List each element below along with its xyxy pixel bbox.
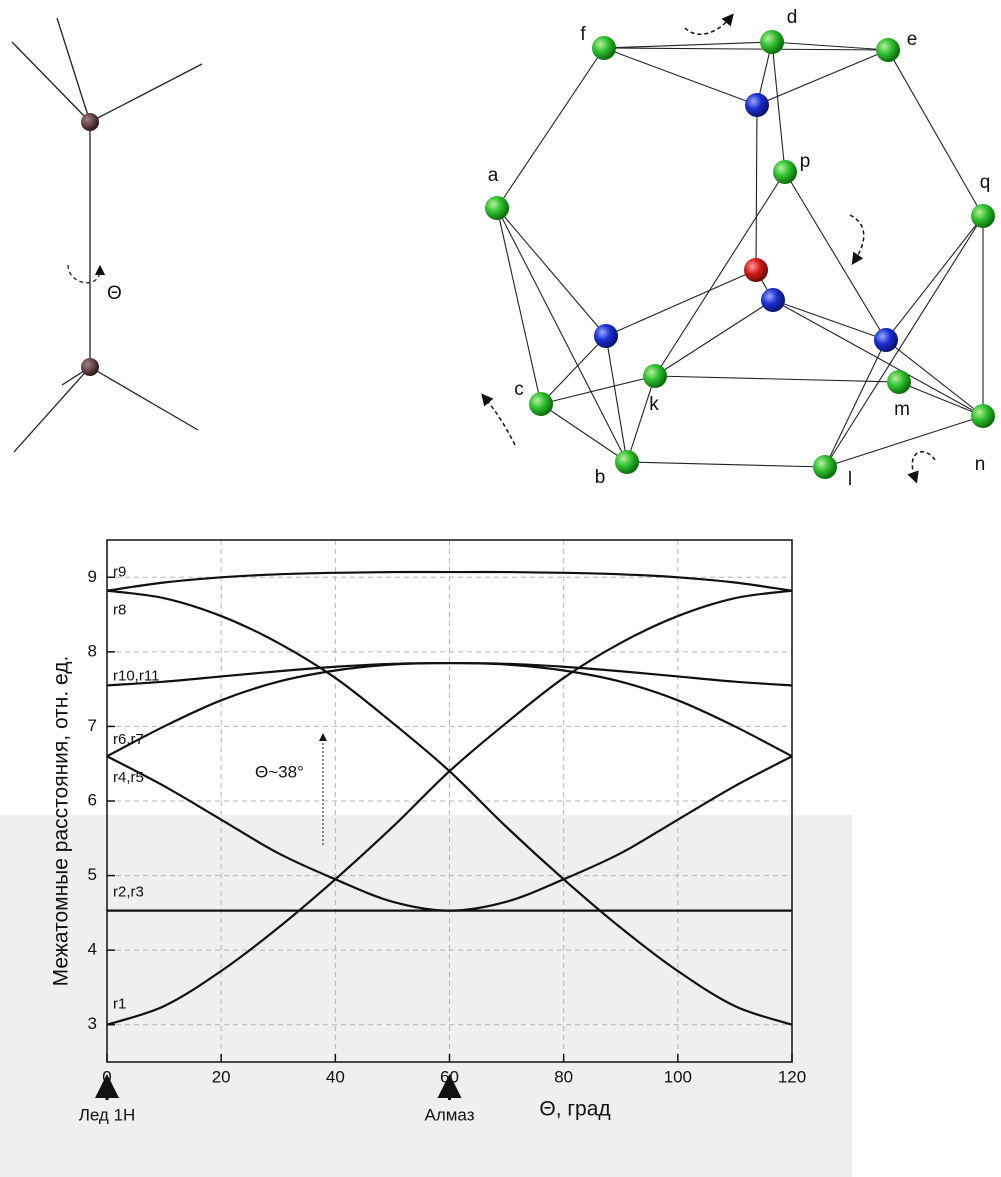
series-label: r8 — [113, 602, 126, 619]
atom-label: b — [595, 467, 606, 488]
bond — [899, 382, 983, 416]
rotation-arrow — [685, 18, 730, 34]
bond — [541, 404, 627, 462]
x-axis-title: Θ, град — [539, 1098, 610, 1121]
y-tick-label: 4 — [88, 940, 97, 959]
bond — [497, 48, 604, 208]
bond — [604, 42, 772, 48]
bond — [497, 208, 606, 336]
series-label: r1 — [113, 996, 126, 1013]
series-label: r10,r11 — [113, 667, 159, 684]
atom — [813, 455, 837, 479]
atom — [971, 204, 995, 228]
bond — [627, 376, 655, 462]
annotation: Θ~38° — [255, 762, 304, 781]
atom-label: l — [848, 469, 852, 490]
series-label: r4,r5 — [113, 769, 144, 786]
bond — [756, 105, 757, 270]
bond — [627, 462, 825, 467]
rotation-arrow — [485, 398, 515, 445]
bond — [606, 270, 756, 336]
bond — [604, 48, 888, 50]
atom — [643, 364, 667, 388]
atom — [761, 288, 785, 312]
bond — [888, 50, 983, 216]
series-label: r2,r3 — [113, 884, 144, 901]
atom — [594, 324, 618, 348]
marker-label: Лед 1H — [79, 1105, 136, 1124]
atom — [971, 404, 995, 428]
atom-label: q — [980, 172, 991, 193]
y-tick-label: 8 — [88, 641, 97, 660]
atom-label: k — [649, 394, 659, 415]
atom-label: p — [800, 151, 811, 172]
atom — [745, 93, 769, 117]
y-tick-label: 3 — [88, 1014, 97, 1033]
atom-label: n — [975, 454, 986, 475]
bond — [541, 376, 655, 404]
rotation-arrow — [850, 215, 864, 260]
atom — [592, 36, 616, 60]
atom-label: d — [787, 7, 798, 28]
atom — [744, 258, 768, 282]
x-tick-label: 100 — [664, 1067, 692, 1086]
bond — [773, 300, 983, 416]
atom-label: a — [488, 165, 499, 186]
y-tick-label: 5 — [88, 865, 97, 884]
atom-label: c — [514, 379, 524, 400]
rotation-label: Θ — [107, 283, 122, 304]
y-tick-label: 9 — [88, 567, 97, 586]
marker-label: Алмаз — [424, 1105, 474, 1124]
rotation-arrow — [912, 452, 935, 478]
atom-label: e — [907, 29, 918, 50]
bond — [655, 300, 773, 376]
bond — [825, 416, 983, 467]
bond — [773, 300, 886, 340]
atom — [876, 38, 900, 62]
atom — [887, 370, 911, 394]
atom-label: f — [580, 24, 586, 45]
bond — [655, 376, 899, 382]
bond — [606, 336, 627, 462]
bond — [541, 336, 606, 404]
bond — [757, 50, 888, 105]
series-label: r6,r7 — [113, 731, 144, 748]
x-tick-label: 20 — [212, 1067, 231, 1086]
y-axis-title: Межатомные расстояния, отн. ед. — [50, 656, 73, 987]
series-label: r9 — [113, 564, 126, 581]
atom-label: m — [894, 399, 910, 420]
y-tick-label: 7 — [88, 716, 97, 735]
atom — [485, 196, 509, 220]
x-tick-label: 40 — [326, 1067, 345, 1086]
bond — [825, 340, 886, 467]
bond — [886, 216, 983, 340]
x-tick-label: 0 — [102, 1067, 111, 1086]
molecule-diagram — [12, 18, 202, 452]
x-tick-label: 60 — [440, 1067, 459, 1086]
atom — [874, 328, 898, 352]
y-tick-label: 6 — [88, 790, 97, 809]
figure: Θ f d e a p q c k m n b l 0 20 40 60 80 100 120 3 4 5 6 7 8 9 r1 r… — [0, 0, 1001, 1177]
bond — [772, 42, 785, 172]
bond — [497, 208, 541, 404]
atom — [615, 450, 639, 474]
x-tick-label: 80 — [554, 1067, 573, 1086]
bond — [604, 48, 757, 105]
x-tick-label: 120 — [778, 1067, 806, 1086]
cluster-diagram: f d e a p q c k m n b l — [485, 7, 995, 490]
atom — [760, 30, 784, 54]
atom — [773, 160, 797, 184]
atom — [529, 392, 553, 416]
page: {"molecule": {"rotation_label": "Θ"}, "c… — [0, 0, 1001, 1177]
